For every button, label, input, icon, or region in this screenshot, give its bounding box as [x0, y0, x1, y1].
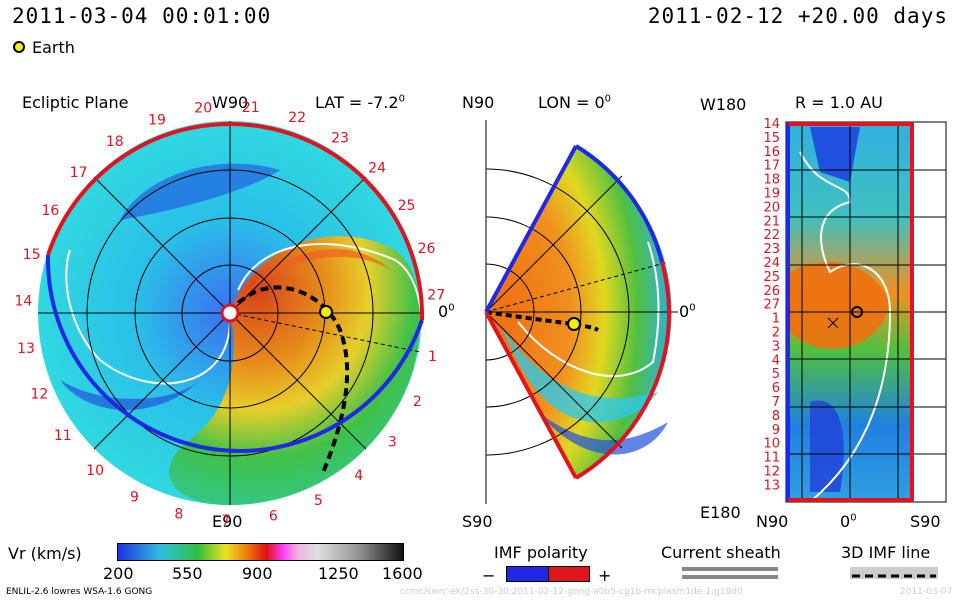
ecliptic-tick-label: 1 — [428, 349, 437, 365]
colorbar-label: Vr (km/s) — [8, 544, 82, 563]
ecliptic-tick-label: 12 — [30, 387, 48, 403]
ecliptic-tick-label: 11 — [54, 428, 72, 444]
ecliptic-tick-label: 20 — [194, 101, 212, 117]
meridional-plane-plot — [484, 120, 678, 504]
imf-polarity-minus: − — [482, 566, 496, 585]
colorbar-tick-1600: 1600 — [382, 564, 423, 583]
footer-date: 2011-03-07 — [900, 587, 953, 597]
footer-model: ENLIL-2.6 lowres WSA-1.6 GONG — [6, 587, 153, 597]
current-sheath-title: Current sheath — [661, 543, 781, 562]
run-info: 2011-02-12 +20.00 days — [647, 4, 948, 28]
ecliptic-tick-label: 25 — [398, 198, 416, 214]
ecliptic-tick-label: 6 — [269, 508, 278, 524]
radial-day-label: 19 — [763, 187, 780, 202]
ecliptic-tick-label: 18 — [106, 134, 124, 150]
imf-line-title: 3D IMF line — [841, 543, 931, 562]
colorbar-tick-900: 900 — [242, 564, 273, 583]
imf-polarity-title: IMF polarity — [494, 543, 588, 562]
radial-bottom-zero: 00 — [840, 512, 857, 531]
radial-day-label: 17 — [763, 159, 780, 174]
radial-day-label: 14 — [763, 117, 780, 132]
earth-legend-label: Earth — [32, 38, 75, 57]
ecliptic-tick-label: 27 — [427, 287, 445, 303]
ecliptic-tick-label: 13 — [17, 341, 35, 357]
radial-day-label: 15 — [763, 131, 780, 146]
radial-day-label: 9 — [772, 423, 780, 438]
ecliptic-lat-label: LAT = -7.20 — [315, 93, 405, 112]
ecliptic-right-label: 00 — [438, 302, 455, 321]
radial-day-label: 16 — [763, 145, 780, 160]
ecliptic-bottom-label: E90 — [212, 512, 243, 531]
ecliptic-tick-label: 22 — [288, 110, 306, 126]
radial-day-label: 23 — [763, 242, 780, 257]
radial-day-label: 6 — [772, 381, 780, 396]
footer-path: ccmc/swrc-ek/2ss-30-30:2011-02-12-gong-a… — [400, 587, 743, 597]
radial-day-label: 2 — [772, 326, 780, 341]
radial-day-label: 22 — [763, 228, 780, 243]
radial-day-label: 1 — [772, 312, 780, 327]
colorbar — [117, 543, 404, 561]
meridional-right-label: 00 — [679, 302, 696, 321]
imf-polarity-negative-swatch — [506, 566, 550, 582]
radial-day-label: 11 — [763, 451, 780, 466]
meridional-lon-label: LON = 00 — [538, 93, 612, 112]
meridional-bottom-label: S90 — [462, 512, 493, 531]
radial-day-label: 18 — [763, 173, 780, 188]
ecliptic-tick-label: 3 — [388, 435, 397, 451]
radial-day-label: 10 — [763, 437, 780, 452]
radial-bottom-n90: N90 — [756, 512, 789, 531]
radial-day-label: 13 — [763, 478, 780, 493]
radial-day-label: 21 — [763, 214, 780, 229]
radial-day-label: 5 — [772, 367, 780, 382]
earth-marker-icon — [12, 39, 26, 53]
ecliptic-tick-label: 15 — [23, 247, 41, 263]
imf-polarity-plus: + — [598, 566, 612, 585]
radial-day-label: 27 — [763, 298, 780, 313]
meridional-top-label: N90 — [462, 93, 495, 112]
ecliptic-tick-label: 4 — [354, 468, 363, 484]
radial-top-left-label: W180 — [700, 95, 747, 114]
radial-map-plot: 1415161718192021222324252627123456789101… — [763, 117, 947, 503]
ecliptic-tick-label: 16 — [41, 203, 59, 219]
radial-day-label: 12 — [763, 465, 780, 480]
ecliptic-top-label: W90 — [212, 93, 249, 112]
radial-day-label: 7 — [772, 395, 780, 410]
radial-day-label: 25 — [763, 270, 780, 285]
colorbar-tick-550: 550 — [172, 564, 203, 583]
radial-day-label: 20 — [763, 200, 780, 215]
ecliptic-tick-label: 14 — [14, 294, 32, 310]
datetime: 2011-03-04 00:01:00 — [12, 4, 272, 28]
ecliptic-tick-label: 2 — [413, 394, 422, 410]
ecliptic-tick-label: 26 — [418, 241, 436, 257]
radial-bottom-left-label: E180 — [700, 503, 741, 522]
ecliptic-tick-label: 9 — [130, 490, 139, 506]
imf-line-swatch — [850, 567, 938, 579]
ecliptic-title: Ecliptic Plane — [22, 93, 129, 112]
radial-day-label: 8 — [772, 409, 780, 424]
ecliptic-tick-label: 7 — [222, 513, 231, 529]
fast-wind-region — [169, 236, 420, 505]
colorbar-tick-1250: 1250 — [318, 564, 359, 583]
ecliptic-tick-label: 10 — [86, 463, 104, 479]
ecliptic-tick-label: 19 — [148, 112, 166, 128]
ecliptic-tick-label: 21 — [242, 100, 260, 116]
ecliptic-tick-label: 17 — [70, 165, 88, 181]
imf-polarity-positive-swatch — [548, 566, 590, 582]
ecliptic-tick-label: 24 — [368, 160, 386, 176]
radial-title: R = 1.0 AU — [795, 93, 883, 112]
current-sheath-swatch-bottom — [682, 575, 778, 579]
ecliptic-tick-label: 23 — [331, 131, 349, 147]
radial-day-label: 24 — [763, 256, 780, 271]
ecliptic-tick-label: 8 — [174, 507, 183, 523]
radial-day-label: 4 — [772, 353, 780, 368]
radial-day-label: 26 — [763, 284, 780, 299]
radial-day-label: 3 — [772, 339, 780, 354]
radial-bottom-s90: S90 — [910, 512, 941, 531]
ecliptic-tick-label: 5 — [314, 493, 323, 509]
current-sheath-swatch-top — [682, 567, 778, 571]
colorbar-tick-200: 200 — [103, 564, 134, 583]
